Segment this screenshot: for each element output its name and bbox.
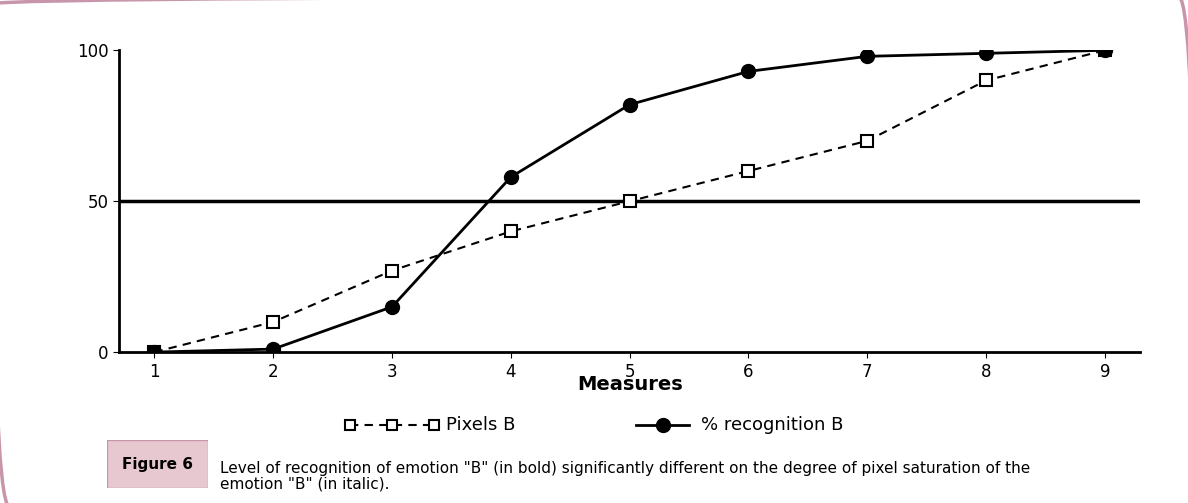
Text: % recognition B: % recognition B [701,416,843,434]
FancyBboxPatch shape [107,440,208,488]
Text: Pixels B: Pixels B [446,416,514,434]
Text: Figure 6: Figure 6 [122,457,192,471]
Text: Level of recognition of emotion "B" (in bold) significantly different on the deg: Level of recognition of emotion "B" (in … [220,461,1030,476]
Text: Measures: Measures [576,375,683,394]
Text: emotion "B" (in italic).: emotion "B" (in italic). [220,476,390,491]
